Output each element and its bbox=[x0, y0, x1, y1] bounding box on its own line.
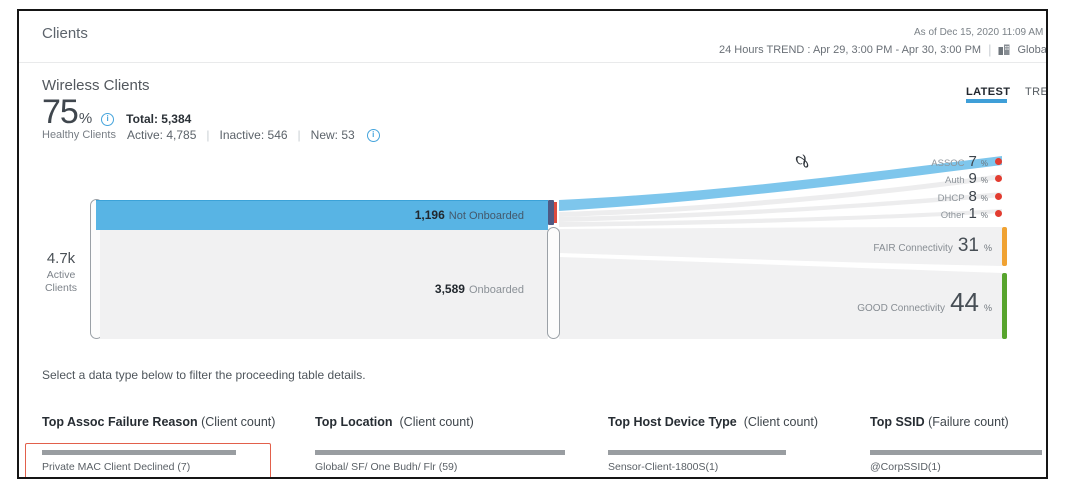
total-clients-label: Total: 5,384 bbox=[126, 112, 192, 126]
healthy-clients-label: Healthy Clients bbox=[42, 129, 116, 141]
active-clients-axis-label: 4.7k Active Clients bbox=[31, 250, 91, 295]
column-title: Top Host Device Type bbox=[608, 415, 737, 429]
tab-trend[interactable]: TREND bbox=[1025, 86, 1048, 98]
good-connectivity-endbar bbox=[1002, 273, 1007, 339]
failure-row-assoc[interactable]: ASSOC 7 % bbox=[931, 153, 1002, 170]
new-clients-info-icon[interactable]: i bbox=[366, 128, 380, 142]
active-clients-label: Active: 4,785 bbox=[127, 128, 197, 142]
fair-connectivity-endbar bbox=[1002, 227, 1007, 266]
right-bar-bracket bbox=[547, 227, 560, 339]
red-sliver-segment bbox=[554, 202, 557, 223]
top-item-bar[interactable] bbox=[608, 450, 786, 455]
not-onboarded-label: 1,196 Not Onboarded bbox=[414, 208, 524, 222]
trend-range-text[interactable]: 24 Hours TREND : Apr 29, 3:00 PM - Apr 3… bbox=[719, 43, 982, 56]
top-host-device-column: Top Host Device Type (Client count) Sens… bbox=[608, 415, 819, 473]
column-subtitle: (Failure count) bbox=[928, 415, 1009, 429]
good-connectivity-row[interactable]: GOOD Connectivity 44 % bbox=[857, 287, 992, 317]
onboarded-label: 3,589 Onboarded bbox=[434, 282, 524, 296]
highlight-annotation-box bbox=[25, 443, 271, 477]
top-assoc-failure-column: Top Assoc Failure Reason (Client count) … bbox=[42, 415, 292, 473]
navy-segment bbox=[548, 200, 554, 225]
filter-hint-text: Select a data type below to filter the p… bbox=[42, 368, 366, 382]
not-onboarded-value: 1,196 bbox=[414, 208, 445, 222]
tab-latest-underline bbox=[966, 99, 1007, 103]
header-separator: | bbox=[988, 42, 992, 57]
inactive-clients-label: Inactive: 546 bbox=[219, 128, 288, 142]
axis-line1: Active bbox=[46, 269, 76, 281]
column-subtitle: (Client count) bbox=[201, 415, 276, 429]
new-clients-label: New: 53 bbox=[310, 128, 355, 142]
failure-dot-icon bbox=[995, 175, 1002, 182]
failure-dot-icon bbox=[995, 193, 1002, 200]
section-title-wireless-clients: Wireless Clients bbox=[42, 77, 150, 94]
column-title: Top Location bbox=[315, 415, 393, 429]
not-onboarded-band[interactable]: 1,196 Not Onboarded bbox=[96, 200, 548, 230]
top-location-column: Top Location (Client count) Global/ SF/ … bbox=[315, 415, 581, 473]
failure-row-auth[interactable]: Auth 9 % bbox=[945, 170, 1002, 187]
onboarded-band[interactable]: 3,589 Onboarded bbox=[100, 230, 548, 339]
top-item-bar[interactable] bbox=[870, 450, 1042, 455]
axis-line2: Clients bbox=[44, 282, 78, 294]
as-of-timestamp: As of Dec 15, 2020 11:09 AM bbox=[914, 27, 1044, 38]
top-item-label[interactable]: Sensor-Client-1800S(1) bbox=[608, 461, 719, 473]
global-sites-icon bbox=[998, 44, 1010, 58]
failure-dot-icon bbox=[995, 158, 1002, 165]
top-item-label[interactable]: Private MAC Client Declined (7) bbox=[42, 461, 191, 473]
failure-dot-icon bbox=[995, 210, 1002, 217]
top-item-bar[interactable] bbox=[315, 450, 565, 455]
failure-row-other[interactable]: Other 1 % bbox=[941, 205, 1002, 222]
health-score-row: 75 % i Total: 5,384 bbox=[42, 93, 191, 132]
column-title: Top SSID bbox=[870, 415, 925, 429]
health-info-icon[interactable]: i bbox=[101, 113, 115, 126]
trend-range-bar: 24 Hours TREND : Apr 29, 3:00 PM - Apr 3… bbox=[719, 42, 1048, 58]
fair-connectivity-row[interactable]: FAIR Connectivity 31 % bbox=[873, 235, 992, 256]
column-subtitle: (Client count) bbox=[399, 415, 474, 429]
top-ssid-column: Top SSID (Failure count) @CorpSSID(1) bbox=[870, 415, 1046, 473]
header-divider bbox=[19, 62, 1046, 63]
top-item-label[interactable]: Global/ SF/ One Budh/ Flr (59) bbox=[315, 461, 458, 473]
metrics-separator: | bbox=[206, 128, 210, 142]
page-title: Clients bbox=[42, 25, 88, 42]
health-percent-value: 75 bbox=[42, 93, 79, 131]
clients-dashboard-panel: Clients As of Dec 15, 2020 11:09 AM 24 H… bbox=[17, 9, 1048, 479]
failure-row-dhcp[interactable]: DHCP 8 % bbox=[938, 188, 1002, 205]
top-item-label[interactable]: @CorpSSID(1) bbox=[870, 461, 941, 473]
top-item-bar[interactable] bbox=[42, 450, 236, 455]
scope-selector[interactable]: Global bbox=[1017, 43, 1048, 56]
sankey-flow-ribbons bbox=[559, 156, 1002, 339]
axis-value: 4.7k bbox=[46, 250, 76, 267]
column-title: Top Assoc Failure Reason bbox=[42, 415, 198, 429]
metrics-separator: | bbox=[297, 128, 301, 142]
client-metrics-row: Active: 4,785 | Inactive: 546 | New: 53 … bbox=[127, 128, 380, 142]
onboarded-value: 3,589 bbox=[434, 282, 465, 296]
tab-latest[interactable]: LATEST bbox=[966, 86, 1011, 98]
column-subtitle: (Client count) bbox=[743, 415, 819, 429]
health-percent-sign: % bbox=[78, 110, 93, 127]
